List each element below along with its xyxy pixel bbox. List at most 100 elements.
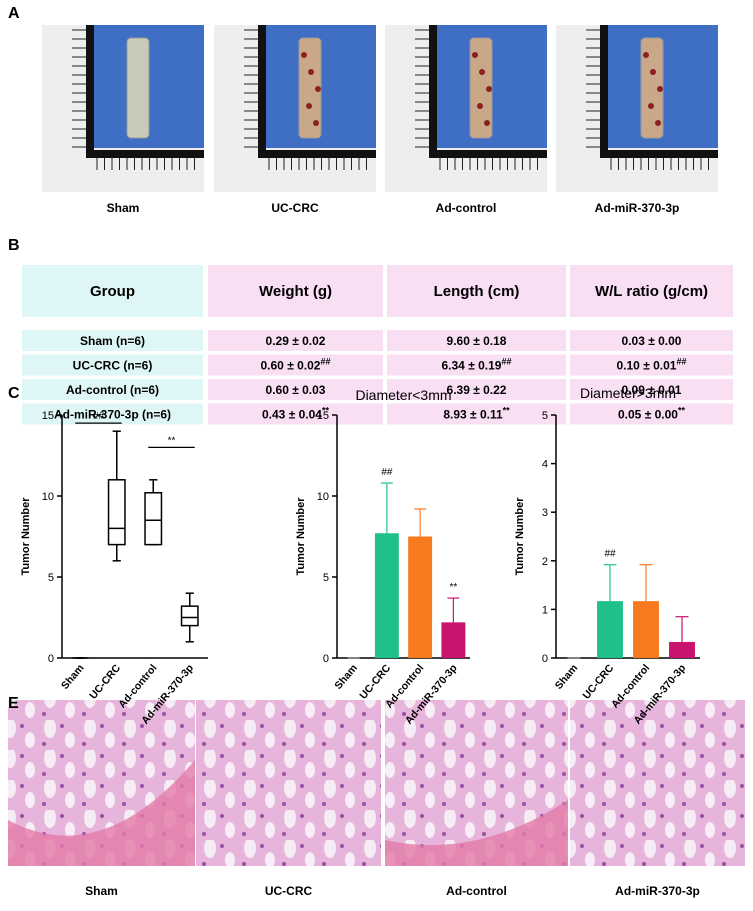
table-text: 0.43 ± 0.04**: [262, 406, 329, 422]
box: [107, 479, 126, 546]
muscle-layer: [385, 800, 568, 866]
significance: **: [168, 435, 176, 446]
y-tick-label: 15: [317, 410, 329, 422]
significance: ##: [604, 549, 616, 560]
significance: **: [678, 406, 686, 416]
table-text: Sham (n=6): [80, 334, 145, 348]
bar: [597, 601, 623, 658]
table-header: Group: [90, 283, 135, 300]
y-axis-label: Tumor Number: [514, 497, 526, 576]
lesion: [479, 69, 485, 75]
ruler-edge: [429, 25, 437, 155]
table-header-cell: [387, 265, 566, 317]
table-text: 0.09 ± 0.01: [622, 383, 682, 397]
tissue: [126, 37, 150, 139]
ruler-edge: [258, 150, 376, 158]
tissue: [640, 37, 664, 139]
cell-value: 0.10 ± 0.01: [617, 359, 677, 373]
table-cell: [22, 379, 203, 400]
lesion: [301, 52, 307, 58]
y-tick-label: 0: [48, 653, 54, 665]
y-tick-label: 5: [323, 572, 329, 584]
lesion: [657, 86, 663, 92]
x-tick-label: Sham: [59, 662, 87, 692]
lesion: [477, 103, 483, 109]
significance: ##: [320, 357, 330, 367]
table-text: Ad-miR-370-3p (n=6): [54, 408, 171, 422]
table-cell: [387, 330, 566, 351]
table-cell: [208, 379, 383, 400]
table-cell: [387, 403, 566, 425]
y-tick-label: 3: [542, 507, 548, 519]
y-tick-label: 10: [317, 491, 329, 503]
significance: ##: [676, 357, 686, 367]
table-header-cell: [22, 265, 203, 317]
panel-label: B: [8, 237, 20, 254]
significance: ##: [501, 357, 511, 367]
histology-image: [196, 700, 381, 866]
table-text: 0.05 ± 0.00**: [618, 406, 685, 422]
table-text: 6.39 ± 0.22: [447, 383, 507, 397]
y-tick-label: 5: [542, 410, 548, 422]
ruler-edge: [600, 150, 718, 158]
x-tick-label: UC-CRC: [580, 662, 616, 702]
chart-title: Diameter>3mm: [580, 385, 676, 401]
panel-label: C: [8, 385, 20, 402]
y-tick-label: 0: [542, 653, 548, 665]
table-header: Weight (g): [259, 283, 332, 300]
cell-value: 0.05 ± 0.00: [618, 408, 678, 422]
table-text: 0.60 ± 0.03: [266, 383, 326, 397]
x-tick-label: Sham: [553, 662, 581, 692]
photo-caption: Ad-miR-370-3p: [595, 201, 680, 215]
y-tick-label: 5: [48, 572, 54, 584]
panel-label: A: [8, 5, 20, 22]
table-cell: [387, 354, 566, 376]
ruler-edge: [258, 25, 266, 155]
table-text: 6.34 ± 0.19##: [442, 357, 512, 373]
cell-value: 8.93 ± 0.11: [443, 408, 503, 422]
lesion: [648, 103, 654, 109]
y-tick-label: 1: [542, 604, 548, 616]
table-header: W/L ratio (g/cm): [595, 283, 708, 300]
ruler-edge: [86, 25, 94, 155]
lesion: [308, 69, 314, 75]
tissue: [298, 37, 322, 139]
y-tick-label: 0: [323, 653, 329, 665]
lesion: [655, 120, 661, 126]
lesion: [643, 52, 649, 58]
histology-image: [570, 700, 745, 866]
x-tick-label: Sham: [332, 662, 360, 692]
table-cell: [570, 379, 733, 400]
significance: **: [322, 406, 330, 416]
panel-label: E: [8, 695, 19, 712]
box: [180, 605, 199, 627]
table-cell: [570, 354, 733, 376]
significance: ##: [381, 467, 393, 478]
photo-caption: UC-CRC: [271, 201, 319, 215]
lesion: [472, 52, 478, 58]
tissue: [469, 37, 493, 139]
ruler-edge: [429, 150, 547, 158]
table-text: Ad-control (n=6): [66, 383, 159, 397]
cell-value: 0.60 ± 0.02: [261, 359, 321, 373]
y-tick-label: 10: [42, 491, 54, 503]
box: [144, 492, 163, 546]
table-text: 8.93 ± 0.11**: [443, 406, 510, 422]
bar: [633, 601, 659, 658]
muscle-layer: [8, 760, 195, 866]
table-cell: [208, 330, 383, 351]
table-cell: [570, 403, 733, 425]
photo-caption: Sham: [107, 201, 140, 215]
y-tick-label: 15: [42, 410, 54, 422]
y-tick-label: 2: [542, 556, 548, 568]
table-cell: [570, 330, 733, 351]
table-text: UC-CRC (n=6): [73, 359, 153, 373]
significance: ##: [93, 411, 105, 422]
table-header: Length (cm): [434, 283, 520, 300]
table-text: 0.60 ± 0.02##: [261, 357, 331, 373]
lesion: [313, 120, 319, 126]
photo-caption: Ad-control: [436, 201, 497, 215]
chart-title: Diameter<3mm: [355, 387, 451, 403]
bar: [441, 622, 466, 658]
